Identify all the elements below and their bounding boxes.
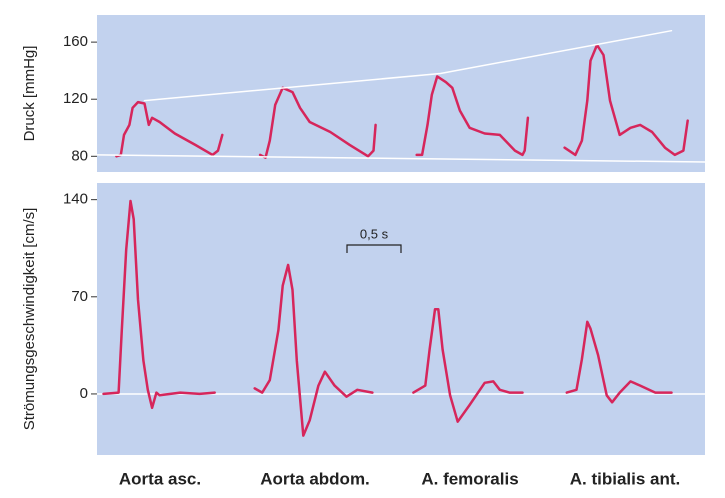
waveform	[412, 308, 524, 423]
waveform	[565, 320, 673, 404]
y-tick-label: 160	[63, 33, 88, 50]
y-axis-label: Strömungsgeschwindigkeit [cm/s]	[21, 208, 38, 431]
waveform	[258, 86, 377, 159]
y-axis-label: Druck [mmHg]	[21, 46, 38, 142]
category-label: Aorta asc.	[119, 469, 201, 488]
plot-area	[97, 183, 705, 455]
y-tick-label: 140	[63, 191, 88, 208]
waveform	[563, 43, 689, 157]
y-tick-label: 70	[71, 288, 88, 305]
y-tick-label: 0	[80, 385, 88, 402]
waveform	[102, 199, 216, 410]
category-label: A. femoralis	[421, 469, 518, 488]
scale-bar-label: 0,5 s	[360, 226, 389, 241]
y-tick-label: 120	[63, 90, 88, 107]
waveform	[415, 75, 530, 157]
reference-line	[96, 154, 706, 163]
scale-bar	[346, 244, 402, 253]
waveform	[253, 263, 374, 437]
y-tick-label: 80	[71, 147, 88, 164]
category-label: Aorta abdom.	[260, 469, 370, 488]
reference-line	[143, 29, 673, 102]
waveform	[115, 100, 224, 158]
category-label: A. tibialis ant.	[570, 469, 681, 488]
plot-area	[97, 15, 705, 172]
